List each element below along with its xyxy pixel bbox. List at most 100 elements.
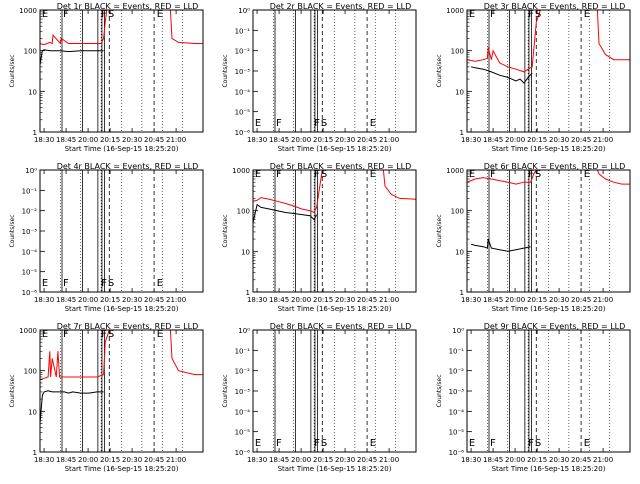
event-marker: E [255, 169, 261, 180]
x-tick-label: 20:00 [291, 456, 311, 464]
y-tick-label: 10⁻⁵ [235, 429, 251, 437]
x-tick-label: 20:45 [571, 296, 591, 304]
y-tick-label: 10⁻¹ [235, 347, 251, 355]
event-marker: E [157, 278, 163, 289]
event-marker: S [535, 438, 541, 449]
x-tick-label: 20:30 [549, 296, 569, 304]
x-tick-label: 20:00 [78, 136, 98, 144]
event-marker: E [370, 169, 376, 180]
panel-det-2: Det 2r BLACK = Events, RED = LLD Counts/s… [222, 2, 417, 153]
event-marker: E [255, 438, 261, 449]
y-axis-label: Counts/sec [222, 54, 229, 87]
y-tick-label: 10⁻³ [449, 388, 465, 396]
x-axis-label: Start Time (16-Sep-15 18:25:20) [492, 145, 606, 153]
y-tick-label: 10⁻¹ [22, 187, 38, 195]
x-axis-label: Start Time (16-Sep-15 18:25:20) [278, 305, 392, 313]
y-axis-label: Counts/sec [9, 54, 16, 87]
series-line-1 [466, 9, 630, 73]
x-tick-label: 18:30 [34, 456, 54, 464]
event-marker: E [370, 438, 376, 449]
y-axis-label: Counts/sec [222, 374, 229, 407]
x-tick-label: 20:00 [505, 296, 525, 304]
x-tick-label: 20:15 [313, 296, 333, 304]
panel-title: Det 7r BLACK = Events, RED = LLD [57, 322, 199, 331]
series-line-1 [39, 9, 203, 46]
x-tick-label: 20:00 [291, 136, 311, 144]
plot-frame [39, 9, 204, 133]
y-tick-label: 10⁰ [452, 327, 464, 335]
event-marker: S [321, 169, 327, 180]
event-marker: E [370, 118, 376, 129]
event-marker: E [584, 9, 590, 20]
event-marker: F [528, 438, 534, 449]
x-tick-label: 21:00 [166, 456, 186, 464]
x-tick-label: 18:45 [483, 136, 503, 144]
y-tick-label: 1 [33, 449, 37, 457]
event-marker: F [63, 9, 69, 20]
x-tick-label: 21:00 [166, 136, 186, 144]
y-tick-label: 10⁻² [22, 208, 38, 216]
y-tick-label: 10⁻⁵ [22, 269, 38, 277]
x-tick-label: 18:45 [56, 456, 76, 464]
y-tick-label: 10⁻¹ [235, 27, 251, 35]
y-tick-label: 100 [24, 368, 37, 376]
y-tick-label: 100 [237, 208, 250, 216]
event-marker: E [42, 278, 48, 289]
x-tick-label: 18:30 [247, 456, 267, 464]
x-tick-label: 20:15 [527, 456, 547, 464]
series-line-0 [470, 238, 531, 252]
x-tick-label: 18:45 [269, 136, 289, 144]
panel-title: Det 3r BLACK = Events, RED = LLD [484, 2, 626, 11]
panel-det-3: Det 3r BLACK = Events, RED = LLD Counts/s… [436, 2, 631, 153]
y-tick-label: 1000 [446, 167, 464, 175]
x-tick-label: 21:00 [379, 296, 399, 304]
series-line-0 [252, 203, 318, 224]
y-tick-label: 10⁻⁶ [449, 449, 465, 457]
panel-det-6: Det 6r BLACK = Events, RED = LLD Counts/s… [436, 162, 631, 313]
panel-det-9: Det 9r BLACK = Events, RED = LLD Counts/s… [436, 322, 631, 473]
y-tick-label: 10 [28, 88, 37, 96]
y-tick-label: 1000 [446, 7, 464, 15]
plot-frame [466, 169, 631, 293]
x-tick-label: 18:30 [34, 296, 54, 304]
x-axis-label: Start Time (16-Sep-15 18:25:20) [65, 145, 179, 153]
x-tick-label: 18:45 [483, 456, 503, 464]
y-tick-label: 10⁻⁶ [235, 449, 251, 457]
x-tick-label: 21:00 [166, 296, 186, 304]
x-tick-label: 21:00 [593, 456, 613, 464]
x-tick-label: 18:45 [269, 296, 289, 304]
event-marker: F [101, 9, 107, 20]
y-tick-label: 1 [246, 289, 250, 297]
y-tick-label: 10 [241, 248, 250, 256]
y-tick-label: 10⁻⁵ [235, 109, 251, 117]
x-tick-label: 18:45 [483, 296, 503, 304]
y-tick-label: 10⁻⁶ [235, 129, 251, 137]
x-tick-label: 20:30 [122, 456, 142, 464]
x-tick-label: 20:30 [335, 456, 355, 464]
y-axis-label: Counts/sec [436, 214, 443, 247]
y-tick-label: 10⁰ [238, 327, 250, 335]
x-tick-label: 20:15 [100, 136, 120, 144]
panel-title: Det 2r BLACK = Events, RED = LLD [270, 2, 412, 11]
y-tick-label: 10⁻⁴ [235, 408, 251, 416]
plot-frame [466, 9, 631, 133]
y-axis-label: Counts/sec [9, 214, 16, 247]
y-axis-label: Counts/sec [222, 214, 229, 247]
y-tick-label: 10⁻⁶ [22, 289, 38, 297]
y-axis-label: Counts/sec [436, 374, 443, 407]
event-marker: S [321, 438, 327, 449]
y-tick-label: 10 [455, 88, 464, 96]
x-tick-label: 20:30 [122, 136, 142, 144]
event-marker: F [314, 438, 320, 449]
series-line-1 [252, 169, 417, 214]
panel-det-5: Det 5r BLACK = Events, RED = LLD Counts/s… [222, 162, 417, 313]
y-tick-label: 1000 [19, 327, 37, 335]
series-line-0 [470, 66, 533, 84]
y-tick-label: 10⁻³ [22, 228, 38, 236]
x-tick-label: 18:30 [34, 136, 54, 144]
y-tick-label: 1 [460, 289, 464, 297]
event-marker: F [314, 118, 320, 129]
panel-det-7: Det 7r BLACK = Events, RED = LLD Counts/s… [9, 322, 204, 473]
panel-det-8: Det 8r BLACK = Events, RED = LLD Counts/s… [222, 322, 417, 473]
